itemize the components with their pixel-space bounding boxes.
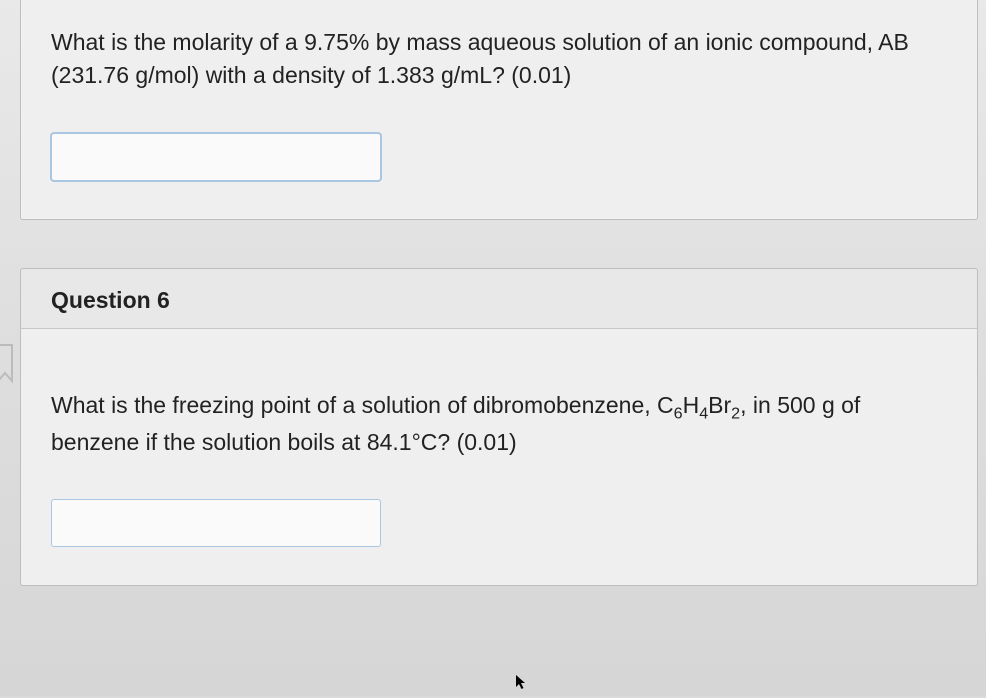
question-5-card: What is the molarity of a 9.75% by mass … [20, 0, 978, 220]
question-6-text: What is the freezing point of a solution… [51, 389, 947, 459]
bookmark-icon[interactable] [0, 343, 16, 383]
cursor-icon [515, 674, 531, 690]
question-6-header: Question 6 [20, 268, 978, 329]
quiz-page: { "question5": { "prompt": "What is the … [0, 0, 986, 696]
question-6-answer-input[interactable] [51, 499, 381, 547]
question-5-answer-input[interactable] [51, 133, 381, 181]
question-5-text: What is the molarity of a 9.75% by mass … [51, 26, 947, 93]
question-6-card: What is the freezing point of a solution… [20, 329, 978, 586]
